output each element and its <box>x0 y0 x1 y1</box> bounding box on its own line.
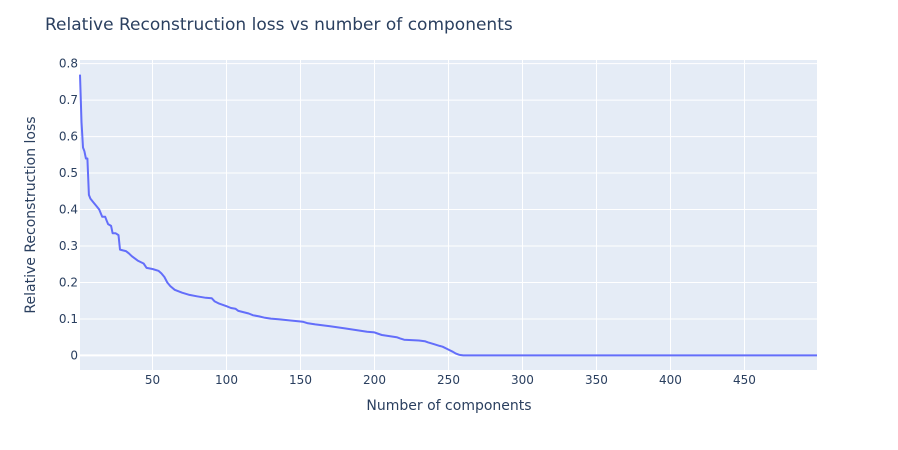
x-tick-label: 400 <box>659 373 682 387</box>
x-axis-title: Number of components <box>366 398 531 414</box>
x-tick-label: 150 <box>289 373 312 387</box>
x-tick-label: 450 <box>733 373 756 387</box>
y-tick-label: 0.7 <box>59 93 78 107</box>
y-tick-label: 0.1 <box>59 312 78 326</box>
y-tick-label: 0 <box>70 348 78 362</box>
x-tick-labels: 50 100 150 200 250 300 350 400 450 <box>145 373 756 387</box>
y-tick-label: 0.6 <box>59 130 78 144</box>
x-tick-label: 350 <box>585 373 608 387</box>
x-tick-label: 100 <box>215 373 238 387</box>
x-tick-label: 200 <box>363 373 386 387</box>
x-tick-label: 50 <box>145 373 160 387</box>
x-tick-label: 300 <box>511 373 534 387</box>
y-tick-labels: 0 0.1 0.2 0.3 0.4 0.5 0.6 0.7 0.8 <box>59 57 78 363</box>
y-tick-label: 0.2 <box>59 275 78 289</box>
y-tick-label: 0.8 <box>59 57 78 71</box>
y-tick-label: 0.3 <box>59 239 78 253</box>
x-tick-label: 250 <box>437 373 460 387</box>
y-tick-label: 0.4 <box>59 203 78 217</box>
y-tick-label: 0.5 <box>59 166 78 180</box>
loss-line <box>79 74 817 357</box>
chart-title: Relative Reconstruction loss vs number o… <box>45 15 513 35</box>
y-axis-title: Relative Reconstruction loss <box>23 116 39 313</box>
x-gridlines <box>152 60 745 370</box>
